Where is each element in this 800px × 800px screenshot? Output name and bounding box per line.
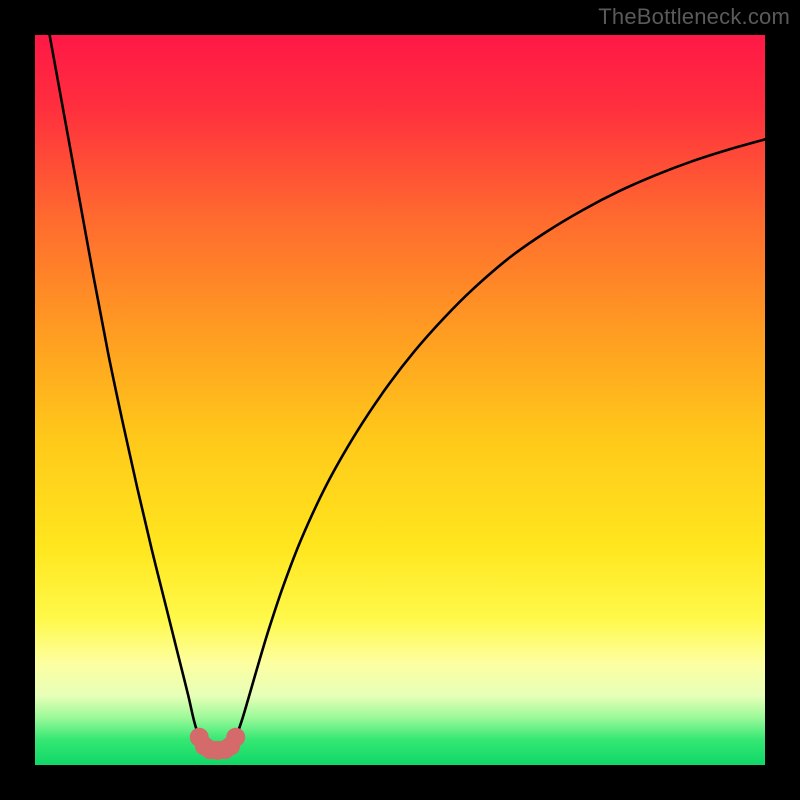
- bottleneck-chart: [0, 0, 800, 800]
- plot-background: [35, 35, 765, 765]
- watermark-text: TheBottleneck.com: [598, 4, 790, 30]
- minimum-marker: [226, 728, 245, 747]
- stage: TheBottleneck.com: [0, 0, 800, 800]
